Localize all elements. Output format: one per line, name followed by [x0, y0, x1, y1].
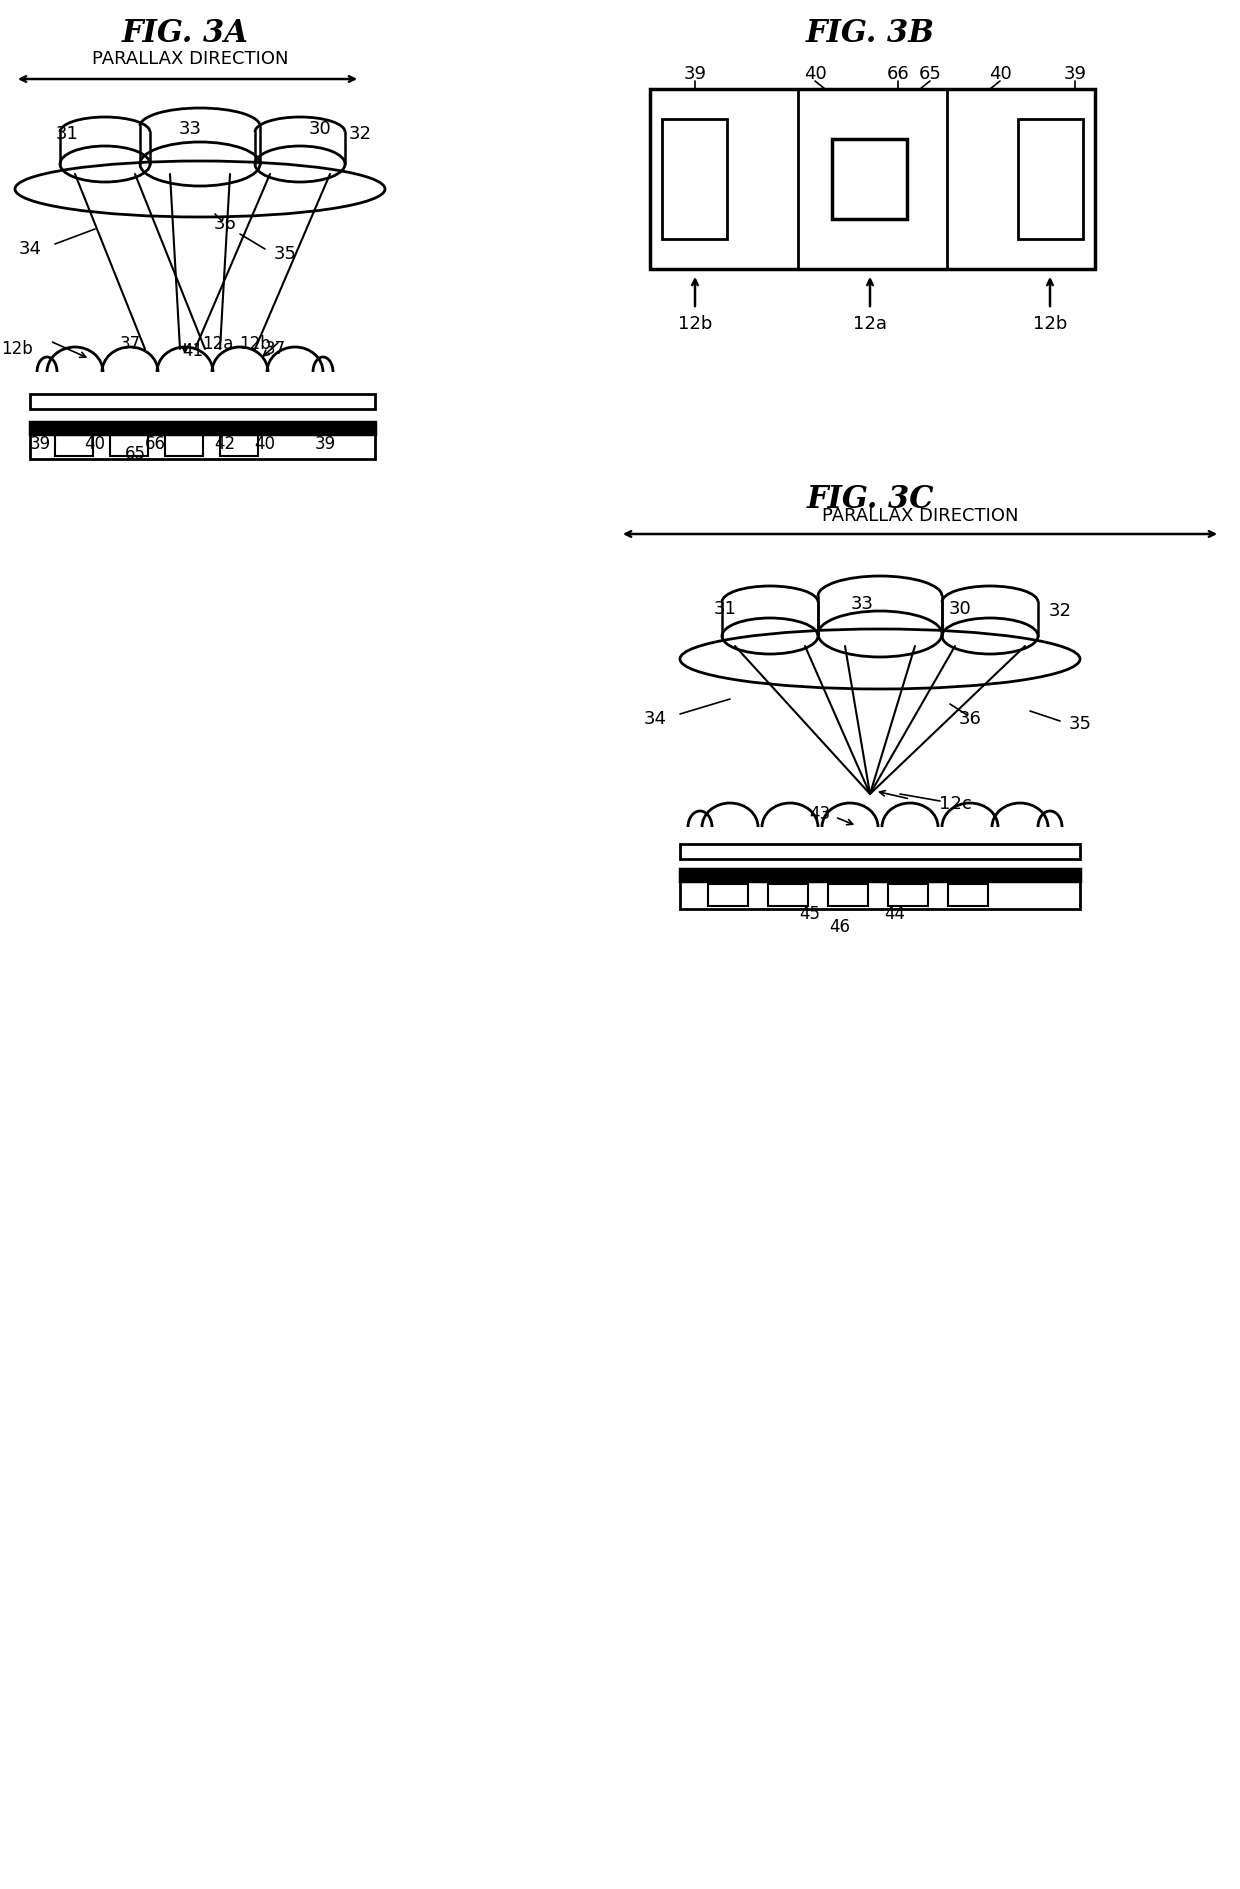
Text: 12a: 12a [853, 315, 887, 332]
Text: FIG. 3A: FIG. 3A [122, 19, 248, 49]
Bar [949, 884, 988, 907]
Text: 31: 31 [56, 125, 78, 144]
Bar [165, 434, 203, 455]
Text: 39: 39 [683, 64, 707, 83]
Bar [1018, 119, 1083, 240]
Text: 39: 39 [315, 434, 336, 453]
Text: 43: 43 [810, 805, 831, 824]
Text: 36: 36 [959, 710, 981, 727]
Text: 35: 35 [1069, 716, 1091, 733]
Text: 39: 39 [1064, 64, 1086, 83]
Text: 40: 40 [84, 434, 105, 453]
Bar [650, 89, 1095, 268]
Text: 30: 30 [309, 121, 331, 138]
Text: 37: 37 [264, 340, 285, 359]
Text: 45: 45 [800, 905, 821, 924]
Text: 36: 36 [213, 215, 237, 232]
Text: 32: 32 [1049, 603, 1071, 620]
Text: 34: 34 [19, 240, 41, 259]
Text: 33: 33 [851, 595, 873, 614]
Bar [110, 434, 148, 455]
Bar [219, 434, 258, 455]
Text: 12c: 12c [939, 795, 971, 812]
Bar [768, 884, 808, 907]
Text: 46: 46 [830, 918, 851, 937]
Text: 30: 30 [949, 601, 971, 618]
Bar [888, 884, 928, 907]
Text: 12b: 12b [678, 315, 712, 332]
Text: 41: 41 [182, 342, 203, 361]
Text: 65: 65 [124, 446, 145, 463]
Text: 12b: 12b [1, 340, 33, 359]
Text: FIG. 3C: FIG. 3C [806, 484, 934, 514]
Bar [662, 119, 727, 240]
Bar [30, 429, 374, 459]
Text: 12b: 12b [1033, 315, 1068, 332]
Bar [30, 421, 374, 434]
Bar [680, 844, 1080, 859]
Text: 40: 40 [988, 64, 1012, 83]
Text: 12a: 12a [202, 334, 233, 353]
Bar [708, 884, 748, 907]
Text: 66: 66 [145, 434, 165, 453]
Text: 32: 32 [348, 125, 372, 144]
Text: 31: 31 [713, 601, 737, 618]
Bar [828, 884, 868, 907]
Text: 40: 40 [254, 434, 275, 453]
Bar [680, 869, 1080, 880]
Text: 40: 40 [804, 64, 826, 83]
Text: 34: 34 [644, 710, 667, 727]
Text: 38: 38 [45, 421, 66, 440]
Text: 65: 65 [919, 64, 941, 83]
Text: 42: 42 [215, 434, 236, 453]
Text: PARALLAX DIRECTION: PARALLAX DIRECTION [822, 506, 1018, 525]
Bar [55, 434, 93, 455]
Text: 33: 33 [179, 121, 201, 138]
Text: 39: 39 [30, 434, 51, 453]
Text: 66: 66 [887, 64, 909, 83]
Bar [680, 876, 1080, 909]
Text: 12b: 12b [239, 334, 270, 353]
Text: 44: 44 [884, 905, 905, 924]
Text: 38: 38 [294, 421, 315, 440]
Text: 35: 35 [274, 246, 296, 263]
Text: 37: 37 [119, 334, 140, 353]
Text: FIG. 3B: FIG. 3B [806, 19, 935, 49]
Text: PARALLAX DIRECTION: PARALLAX DIRECTION [92, 49, 288, 68]
Bar [30, 395, 374, 410]
Bar [832, 140, 906, 219]
